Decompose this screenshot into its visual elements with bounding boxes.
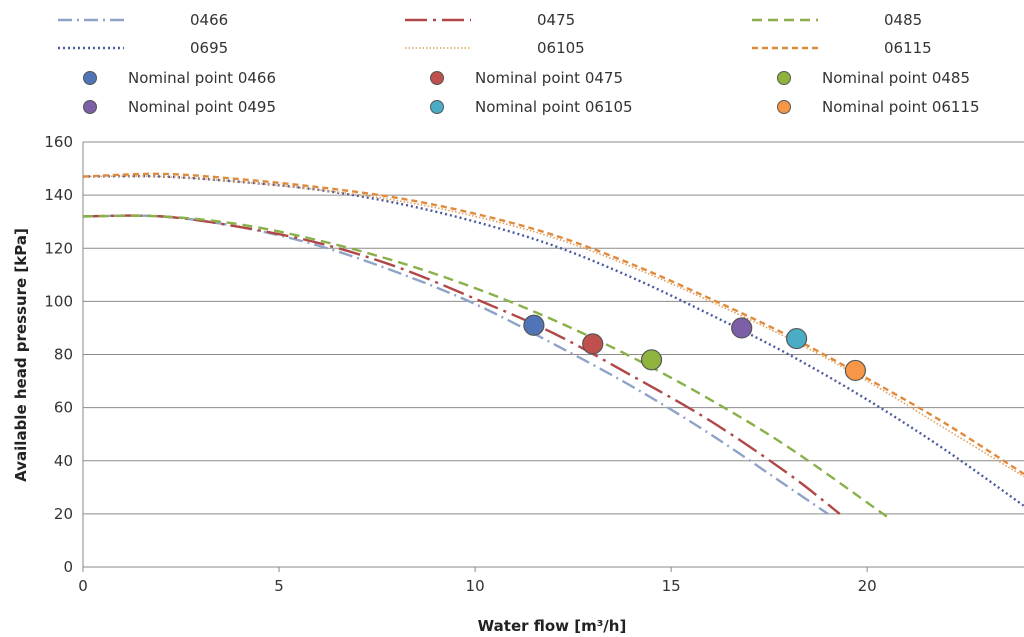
nominal-point-marker: [844, 359, 867, 382]
nominal-point-marker: [640, 349, 663, 371]
nominal-point-marker: [582, 333, 604, 355]
y-tick-label: 60: [54, 399, 73, 417]
nominal-point-marker: [731, 317, 753, 339]
series-line-0695: [83, 174, 1024, 507]
series-lines: [83, 172, 1024, 518]
x-tick-label: 15: [662, 577, 681, 595]
series-line-0485: [83, 214, 888, 518]
legend-label: 0485: [884, 11, 922, 29]
legend-point-marker: [430, 71, 444, 85]
series-line-0475: [83, 214, 841, 515]
legend-point-marker: [777, 71, 791, 85]
legend-point-marker: [83, 100, 97, 114]
series-line-06115: [83, 172, 1024, 476]
legend-label: Nominal point 0475: [475, 69, 623, 87]
x-tick-label: 10: [466, 577, 485, 595]
legend-point-marker: [83, 71, 97, 85]
series-line-06105: [83, 175, 1024, 478]
legend-label: Nominal point 06105: [475, 98, 633, 116]
nominal-point-marker: [523, 314, 545, 336]
series-line-0466: [83, 214, 829, 515]
legend-label: Nominal point 0466: [128, 69, 276, 87]
y-tick-label: 0: [63, 558, 73, 576]
nominal-points: [523, 314, 867, 382]
y-tick-label: 20: [54, 505, 73, 523]
nominal-point-marker: [785, 327, 808, 350]
y-tick-label: 80: [54, 346, 73, 364]
legend-point-marker: [777, 100, 791, 114]
axes: 0 20 40 60 80 100 120 140 160 0 5 10 15 20: [44, 133, 876, 595]
y-tick-label: 140: [44, 186, 73, 204]
x-tick-label: 20: [858, 577, 877, 595]
legend-label: 0475: [537, 11, 575, 29]
grid: [83, 141, 1024, 568]
y-tick-label: 160: [44, 133, 73, 151]
legend-label: Nominal point 0495: [128, 98, 276, 116]
y-axis-title: Available head pressure [kPa]: [12, 228, 30, 482]
legend-label: 06115: [884, 39, 932, 57]
x-tick-label: 5: [274, 577, 284, 595]
legend: 0466 0475 0485 0695 06105 06115 Nominal point …: [58, 11, 980, 116]
legend-label: Nominal point 06115: [822, 98, 980, 116]
y-tick-label: 40: [54, 452, 73, 470]
x-tick-label: 0: [78, 577, 88, 595]
y-tick-label: 120: [44, 239, 73, 257]
legend-label: 0466: [190, 11, 228, 29]
x-axis-title: Water flow [m³/h]: [478, 617, 627, 635]
legend-point-marker: [430, 100, 444, 114]
legend-label: Nominal point 0485: [822, 69, 970, 87]
legend-label: 0695: [190, 39, 228, 57]
legend-label: 06105: [537, 39, 585, 57]
y-tick-label: 100: [44, 292, 73, 310]
